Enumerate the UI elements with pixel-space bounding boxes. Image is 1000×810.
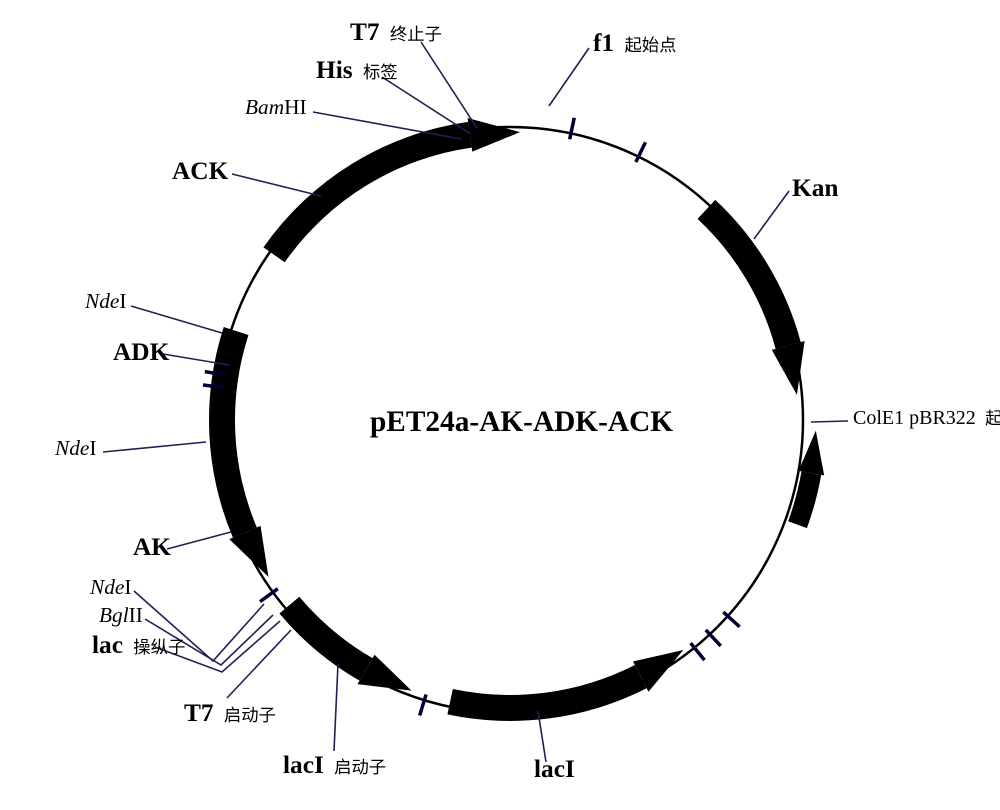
label-adk: ADK: [113, 339, 169, 367]
label-ack: ACK: [172, 158, 228, 186]
leader-ak: [167, 532, 231, 549]
label-ak: AK: [133, 534, 171, 562]
label-t7-terminator: T7 终止子: [350, 19, 442, 47]
label-lac-operator: lac 操纵子: [92, 632, 185, 660]
label-bamhi: BamHI: [245, 96, 307, 119]
leader-laci-prom: [334, 664, 338, 751]
label-ndei-mid: NdeI: [55, 437, 96, 460]
leader-ack: [232, 174, 321, 196]
arc-ak: [209, 327, 257, 538]
leader-t7-term: [421, 42, 477, 128]
label-laci: lacI: [534, 756, 575, 784]
leader-ndei-mid: [103, 442, 206, 452]
tick-ndei-3: [203, 385, 225, 387]
label-kan: Kan: [792, 175, 838, 203]
label-t7-promoter: T7 启动子: [184, 700, 276, 728]
label-ndei-bot: NdeI: [90, 576, 131, 599]
arc-kan: [698, 200, 801, 349]
label-cole1: ColE1 pBR322 起始点: [853, 406, 1000, 429]
leader-ndei-top: [131, 306, 222, 333]
arrowhead-laci: [468, 118, 520, 152]
leader-his: [382, 77, 469, 133]
label-laci-promoter: lacI 启动子: [283, 752, 386, 780]
leader-kan: [754, 191, 789, 239]
leader-bamhi: [313, 112, 461, 139]
arc-laci: [263, 122, 471, 262]
leader-cole1: [811, 421, 848, 422]
tick-ndei-1: [420, 694, 426, 715]
label-f1-origin: f1 起始点: [593, 30, 676, 58]
label-his-tag: His 标签: [316, 57, 398, 85]
plasmid-title: pET24a-AK-ADK-ACK: [370, 406, 673, 438]
leader-f1: [549, 48, 589, 106]
arc-ack: [447, 665, 646, 721]
label-ndei-top: NdeI: [85, 290, 126, 313]
label-bglii: BglII: [99, 604, 143, 627]
plasmid-map: [0, 0, 1000, 810]
tick-mid: [570, 118, 575, 140]
arc-adk: [279, 597, 372, 681]
arrowhead-kan: [772, 341, 805, 395]
